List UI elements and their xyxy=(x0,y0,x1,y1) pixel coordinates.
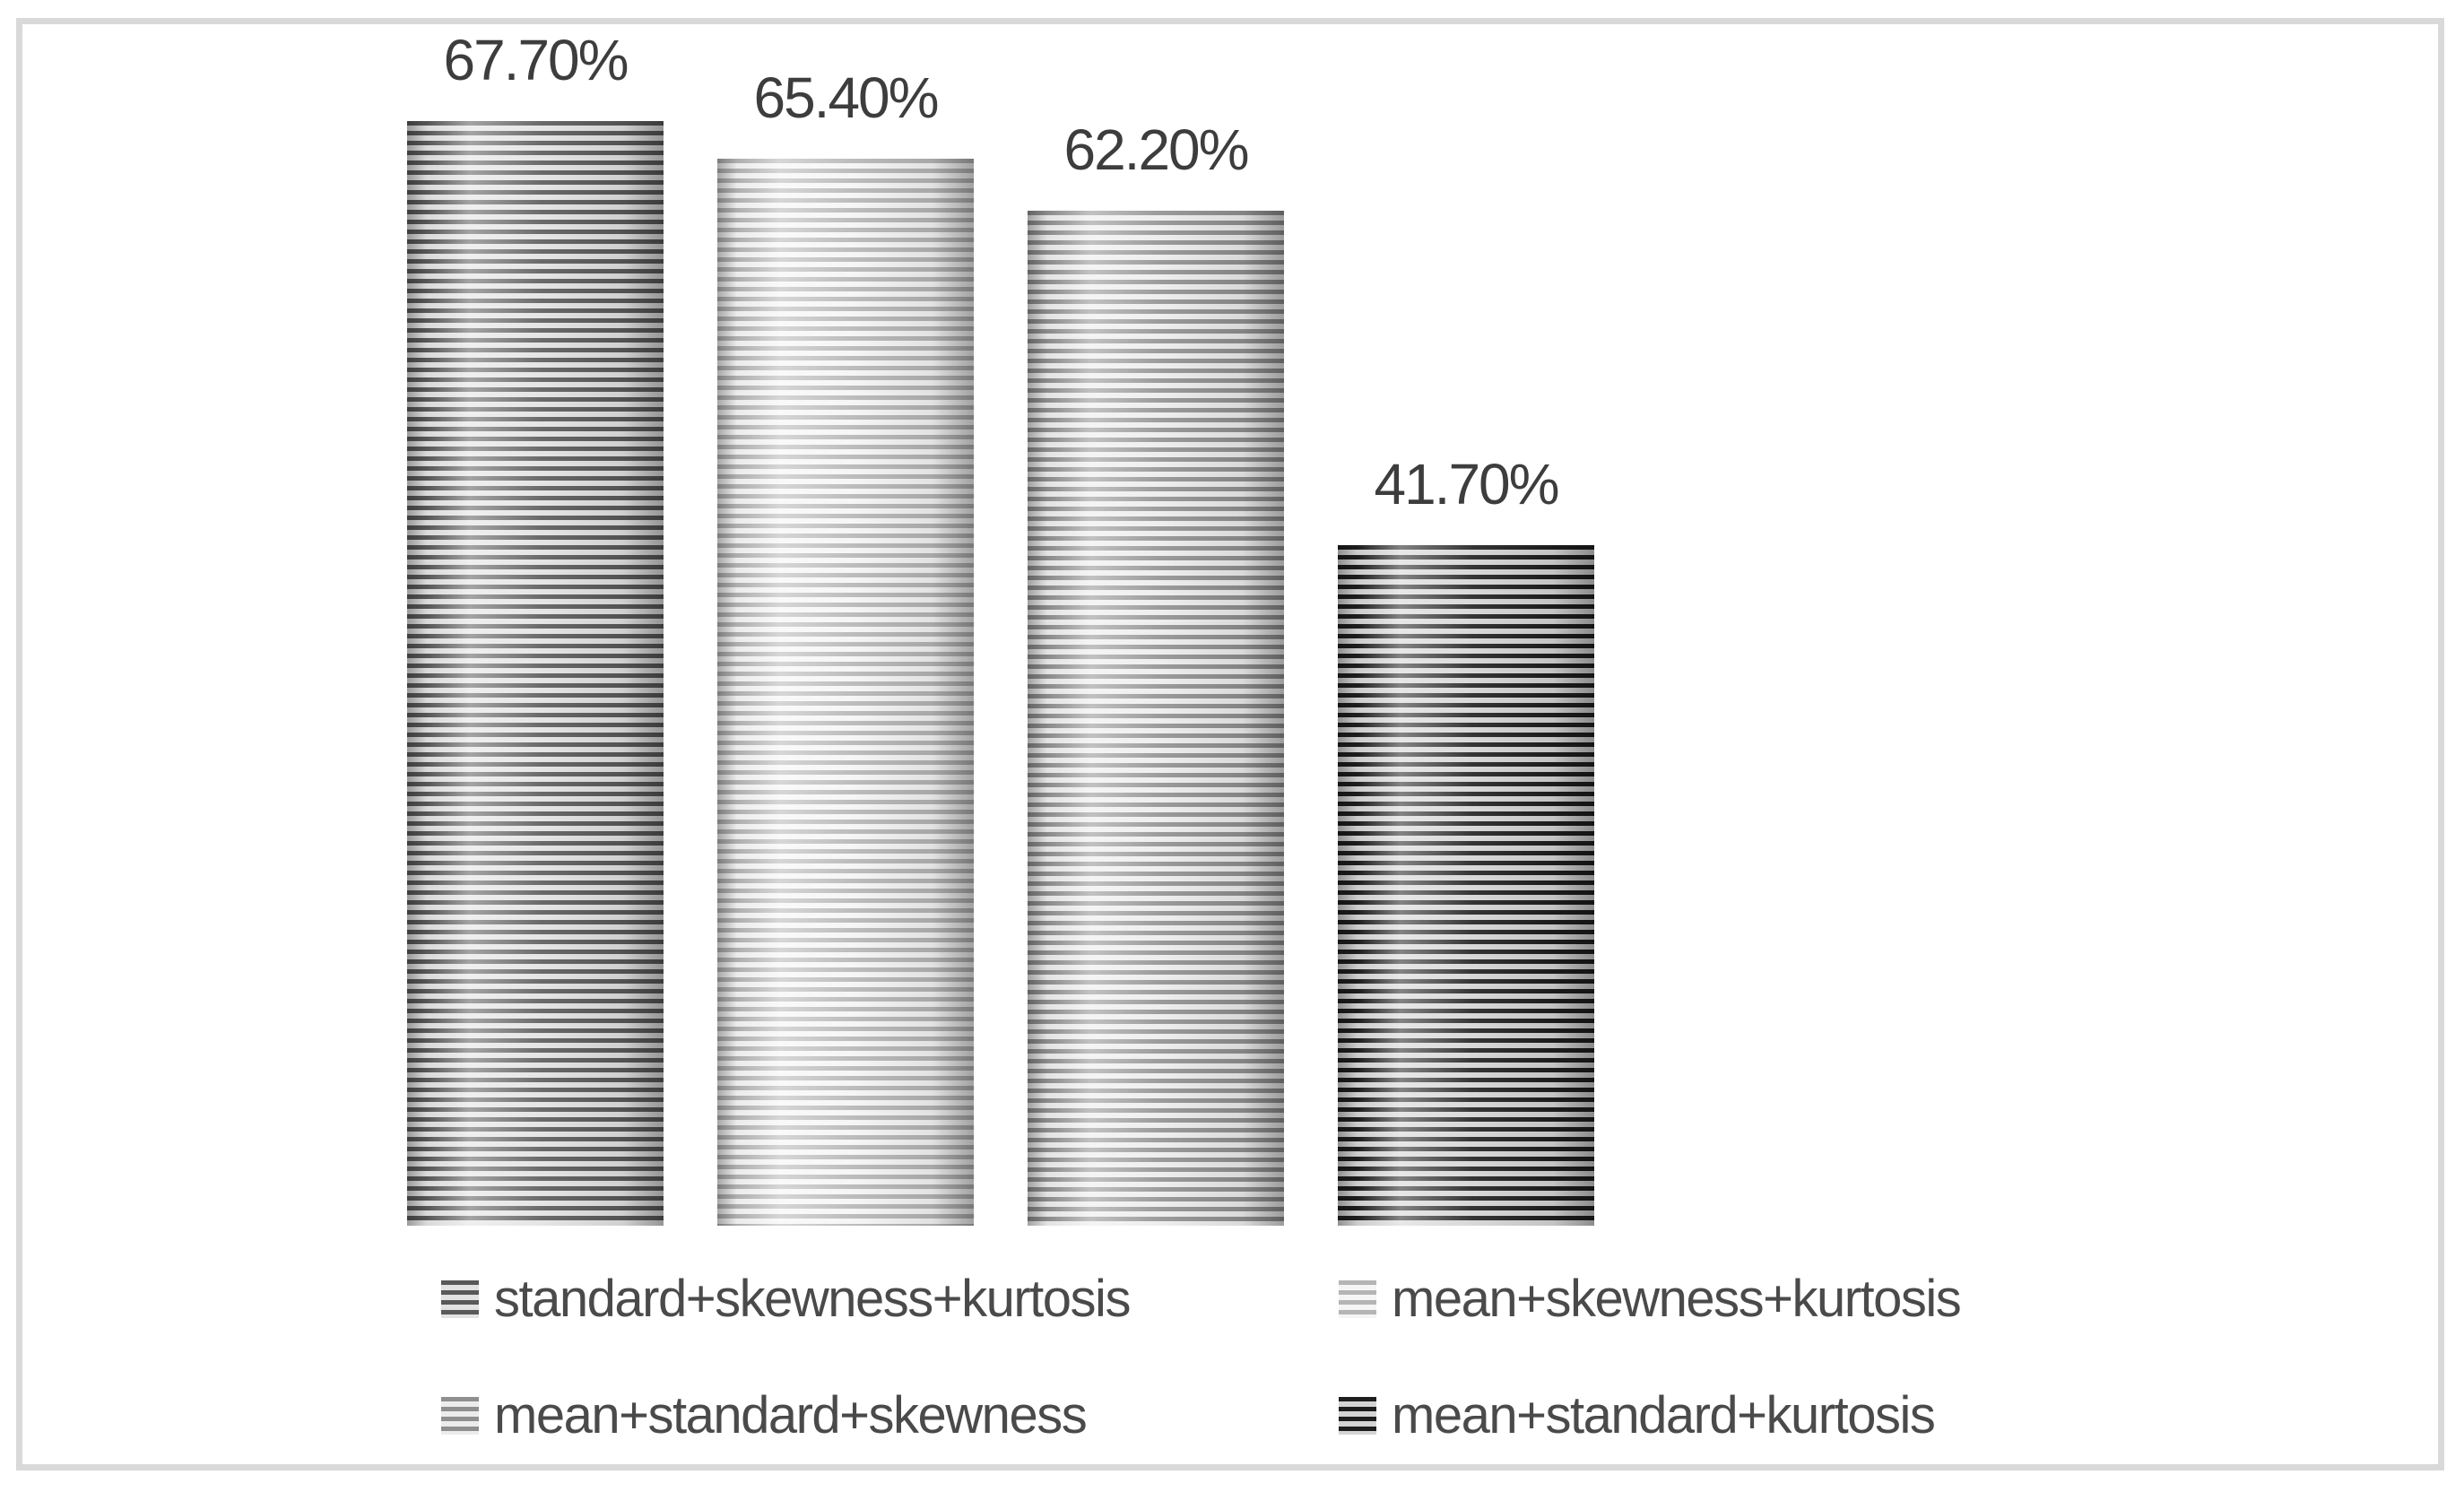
legend-item-mean+standard+kurtosis: mean+standard+kurtosis xyxy=(1339,1384,1936,1447)
legend-item-mean+standard+skewness: mean+standard+skewness xyxy=(441,1384,1088,1447)
bar-mean+skewness+kurtosis xyxy=(717,159,974,1226)
bar-cylinder-shading xyxy=(407,121,664,1226)
bar-mean+standard+skewness xyxy=(1028,211,1284,1226)
legend-swatch xyxy=(441,1280,479,1318)
bar-mean+standard+kurtosis xyxy=(1338,545,1594,1226)
bar-cylinder-shading xyxy=(1028,211,1284,1226)
bar-value-label: 65.40% xyxy=(753,65,939,130)
legend-item-standard+skewness+kurtosis: standard+skewness+kurtosis xyxy=(441,1268,1131,1331)
bar-value-label: 67.70% xyxy=(443,28,629,92)
legend-label: mean+skewness+kurtosis xyxy=(1392,1270,1962,1328)
legend-swatch xyxy=(1339,1397,1376,1435)
legend-label: standard+skewness+kurtosis xyxy=(494,1270,1131,1328)
bar-value-label: 62.20% xyxy=(1063,117,1249,182)
bar-cylinder-shading xyxy=(1338,545,1594,1226)
bar-standard+skewness+kurtosis xyxy=(407,121,664,1226)
legend-swatch xyxy=(441,1397,479,1435)
legend-item-mean+skewness+kurtosis: mean+skewness+kurtosis xyxy=(1339,1268,1962,1331)
bar-value-label: 41.70% xyxy=(1374,452,1559,516)
legend-label: mean+standard+kurtosis xyxy=(1392,1386,1936,1444)
bar-cylinder-shading xyxy=(717,159,974,1226)
legend-label: mean+standard+skewness xyxy=(494,1386,1088,1444)
legend-swatch xyxy=(1339,1280,1376,1318)
